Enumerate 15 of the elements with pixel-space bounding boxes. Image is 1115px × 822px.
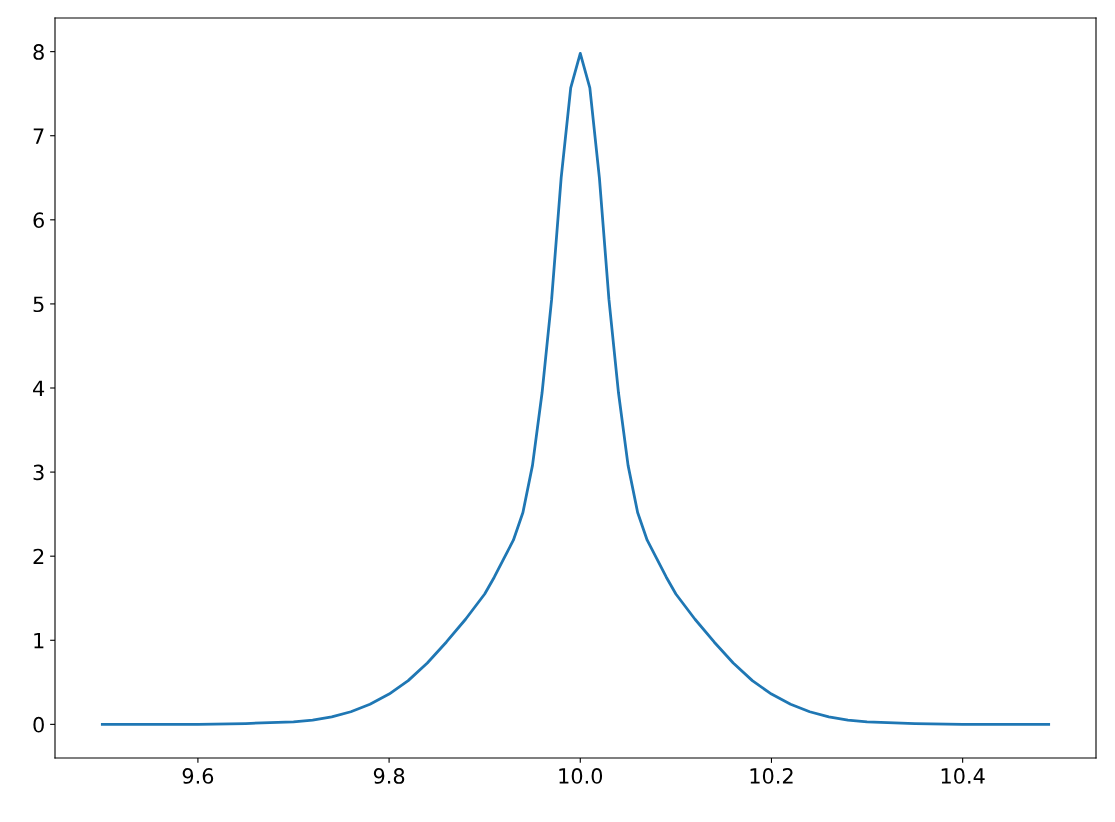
y-tick-label: 5	[33, 296, 44, 313]
y-tick-label: 1	[34, 633, 44, 649]
y-tick-label: 0	[33, 716, 44, 733]
x-tick-label: 9.8	[373, 768, 405, 784]
y-tick-label: 4	[33, 380, 45, 396]
x-tick-label: 10.4	[941, 768, 985, 784]
y-tick-label: 3	[33, 464, 44, 481]
y-tick-label: 7	[33, 128, 44, 144]
y-tick-label: 2	[33, 548, 44, 565]
x-tick-label: 10.2	[750, 768, 793, 784]
x-tick-label: 9.6	[182, 768, 214, 784]
y-tick-label: 6	[33, 212, 44, 229]
y-tick-label: 8	[33, 44, 44, 60]
x-tick-label: 10.0	[559, 768, 603, 784]
line-series	[100, 51, 1051, 726]
